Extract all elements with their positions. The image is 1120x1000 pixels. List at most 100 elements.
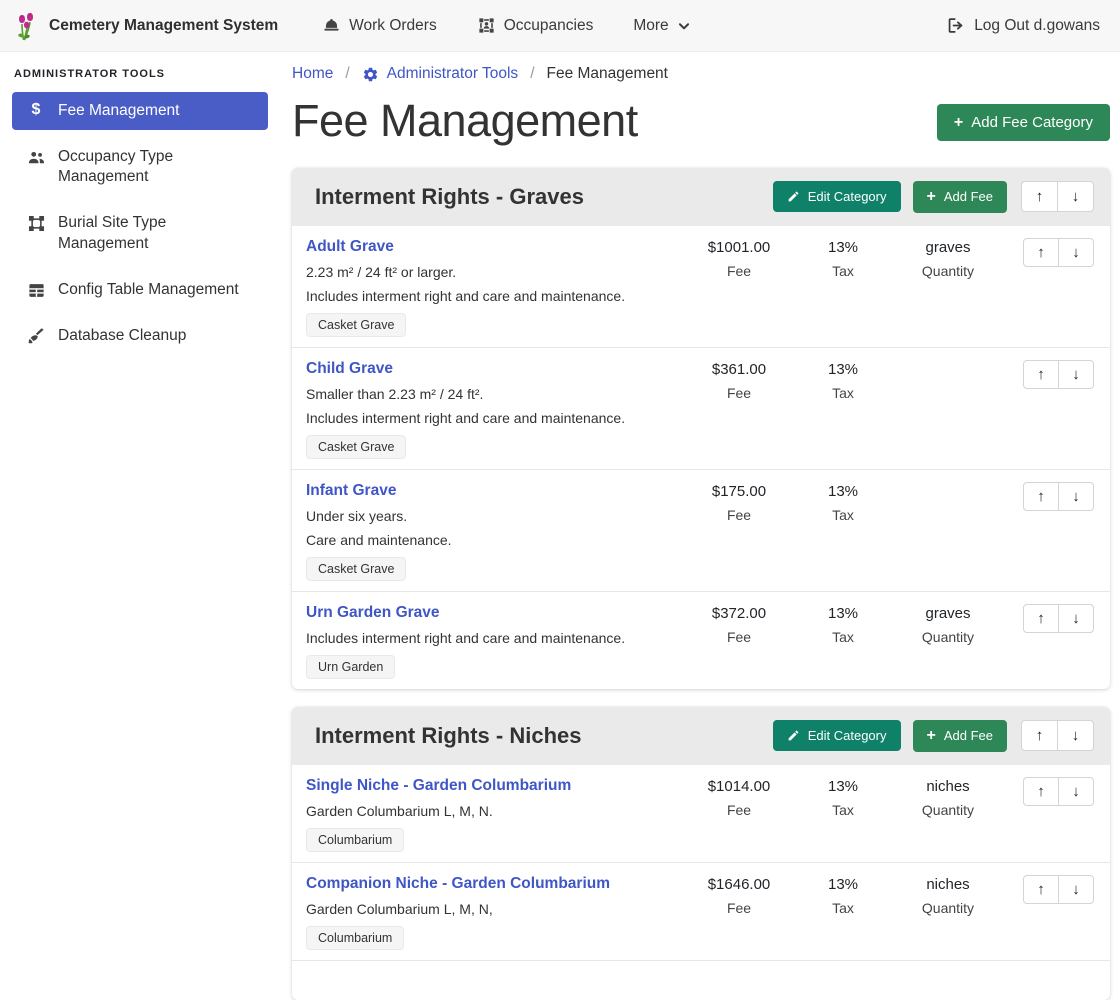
fee-info: Adult Grave 2.23 m² / 24 ft² or larger. … — [306, 238, 680, 337]
fee-reorder-controls: ↑ ↓ — [1023, 777, 1094, 806]
fee-description: Includes interment right and care and ma… — [306, 630, 680, 646]
breadcrumb-home-link[interactable]: Home — [292, 65, 333, 83]
app-title: Cemetery Management System — [49, 17, 278, 35]
fee-tax: 13% — [798, 483, 888, 500]
fee-reorder-controls: ↑ ↓ — [1023, 482, 1094, 511]
fee-category-card-niches: Interment Rights - Niches Edit Category … — [292, 707, 1110, 1000]
broom-icon — [25, 327, 47, 346]
category-header: Interment Rights - Graves Edit Category … — [292, 168, 1110, 226]
move-fee-down-button[interactable]: ↓ — [1058, 777, 1094, 806]
table-icon — [25, 281, 47, 300]
move-fee-up-button[interactable]: ↑ — [1023, 604, 1059, 633]
sidebar-item-occupancy-type-management[interactable]: Occupancy Type Management — [12, 138, 268, 196]
move-fee-down-button[interactable]: ↓ — [1058, 482, 1094, 511]
fee-quantity: graves — [888, 605, 1008, 622]
fee-tax-cell: 13% Tax — [798, 360, 888, 401]
nav-occupancies-label: Occupancies — [504, 17, 594, 35]
logout-button[interactable]: Log Out d.gowans — [946, 16, 1100, 35]
sidebar-item-config-table-management[interactable]: Config Table Management — [12, 271, 268, 309]
edit-category-label: Edit Category — [808, 728, 887, 743]
move-fee-down-button[interactable]: ↓ — [1058, 875, 1094, 904]
move-fee-down-button[interactable]: ↓ — [1058, 604, 1094, 633]
fee-category-card-graves: Interment Rights - Graves Edit Category … — [292, 168, 1110, 689]
fee-amount: $1646.00 — [680, 876, 798, 893]
nav-work-orders-label: Work Orders — [349, 17, 437, 35]
fee-quantity-label: Quantity — [888, 802, 1008, 818]
sidebar-heading: ADMINISTRATOR TOOLS — [14, 68, 268, 80]
fee-name-link[interactable]: Infant Grave — [306, 482, 396, 499]
fee-amount-label: Fee — [680, 507, 798, 523]
move-category-up-button[interactable]: ↑ — [1021, 181, 1058, 212]
fee-quantity-cell: graves Quantity — [888, 238, 1008, 279]
fee-name-link[interactable]: Urn Garden Grave — [306, 604, 440, 621]
frame-icon — [25, 214, 47, 233]
edit-category-button[interactable]: Edit Category — [773, 720, 901, 751]
add-fee-button[interactable]: + Add Fee — [913, 720, 1008, 752]
fee-name-link[interactable]: Single Niche - Garden Columbarium — [306, 777, 571, 794]
fee-name-link[interactable]: Companion Niche - Garden Columbarium — [306, 875, 610, 892]
fee-row-urn-garden-grave: Urn Garden Grave Includes interment righ… — [292, 591, 1110, 689]
fee-amount: $372.00 — [680, 605, 798, 622]
fee-reorder-controls: ↑ ↓ — [1023, 604, 1094, 633]
add-fee-button[interactable]: + Add Fee — [913, 181, 1008, 213]
sidebar-item-label: Config Table Management — [58, 280, 239, 300]
move-fee-up-button[interactable]: ↑ — [1023, 875, 1059, 904]
edit-category-label: Edit Category — [808, 189, 887, 204]
page-title: Fee Management — [292, 97, 638, 146]
fee-description: Garden Columbarium L, M, N, — [306, 901, 680, 917]
people-icon — [25, 148, 47, 167]
fee-tax-label: Tax — [798, 629, 888, 645]
fee-tax-cell: 13% Tax — [798, 238, 888, 279]
gear-icon — [362, 66, 379, 83]
edit-category-button[interactable]: Edit Category — [773, 181, 901, 212]
nav-occupancies[interactable]: Occupancies — [477, 16, 594, 35]
move-fee-up-button[interactable]: ↑ — [1023, 482, 1059, 511]
fee-reorder-controls: ↑ ↓ — [1023, 238, 1094, 267]
fee-amount-cell: $361.00 Fee — [680, 360, 798, 401]
move-fee-up-button[interactable]: ↑ — [1023, 238, 1059, 267]
breadcrumb-admin-tools-link[interactable]: Administrator Tools — [362, 65, 519, 83]
breadcrumb: Home / Administrator Tools / Fee Managem… — [292, 65, 1110, 83]
fee-row-companion-niche: Companion Niche - Garden Columbarium Gar… — [292, 862, 1110, 960]
fee-row-adult-grave: Adult Grave 2.23 m² / 24 ft² or larger. … — [292, 226, 1110, 347]
fee-reorder-controls: ↑ ↓ — [1023, 875, 1094, 904]
fee-reorder-controls: ↑ ↓ — [1023, 360, 1094, 389]
fee-description: Includes interment right and care and ma… — [306, 410, 680, 426]
category-title: Interment Rights - Graves — [315, 184, 773, 210]
move-category-up-button[interactable]: ↑ — [1021, 720, 1058, 751]
move-fee-up-button[interactable]: ↑ — [1023, 360, 1059, 389]
category-reorder-controls: ↑ ↓ — [1021, 181, 1094, 212]
breadcrumb-current: Fee Management — [547, 65, 669, 83]
logout-label: Log Out d.gowans — [974, 17, 1100, 35]
sidebar-item-fee-management[interactable]: $ Fee Management — [12, 92, 268, 130]
tulip-logo-icon — [14, 11, 40, 41]
fee-info: Child Grave Smaller than 2.23 m² / 24 ft… — [306, 360, 680, 459]
fee-quantity-label: Quantity — [888, 629, 1008, 645]
fee-tax: 13% — [798, 239, 888, 256]
fee-name-link[interactable]: Child Grave — [306, 360, 393, 377]
fee-tax-label: Tax — [798, 802, 888, 818]
move-category-down-button[interactable]: ↓ — [1057, 181, 1094, 212]
move-fee-down-button[interactable]: ↓ — [1058, 238, 1094, 267]
move-fee-up-button[interactable]: ↑ — [1023, 777, 1059, 806]
move-category-down-button[interactable]: ↓ — [1057, 720, 1094, 751]
move-fee-down-button[interactable]: ↓ — [1058, 360, 1094, 389]
fee-quantity-label: Quantity — [888, 900, 1008, 916]
category-header: Interment Rights - Niches Edit Category … — [292, 707, 1110, 765]
fee-amount-cell: $1014.00 Fee — [680, 777, 798, 818]
top-navbar: Cemetery Management System Work Orders — [0, 0, 1120, 52]
sidebar-item-database-cleanup[interactable]: Database Cleanup — [12, 317, 268, 355]
breadcrumb-admin-tools-label: Administrator Tools — [387, 65, 519, 83]
fee-tag: Urn Garden — [306, 655, 395, 679]
fee-description: Care and maintenance. — [306, 532, 680, 548]
nav-more[interactable]: More — [633, 16, 690, 35]
plus-icon: + — [927, 189, 936, 205]
chevron-down-icon — [677, 19, 691, 33]
nav-work-orders[interactable]: Work Orders — [322, 16, 437, 35]
clipped-row-area — [292, 960, 1110, 1000]
sidebar: ADMINISTRATOR TOOLS $ Fee Management Occ… — [0, 52, 280, 939]
fee-name-link[interactable]: Adult Grave — [306, 238, 394, 255]
sidebar-item-burial-site-type-management[interactable]: Burial Site Type Management — [12, 204, 268, 262]
fee-quantity: graves — [888, 239, 1008, 256]
add-fee-category-button[interactable]: + Add Fee Category — [937, 104, 1110, 141]
